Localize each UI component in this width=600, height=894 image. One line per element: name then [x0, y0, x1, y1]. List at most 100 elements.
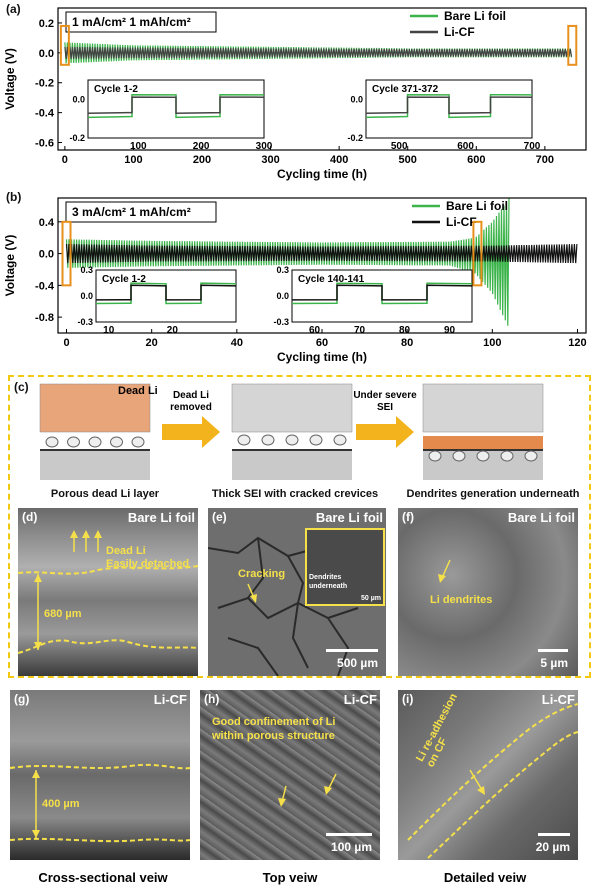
sem-image-i: (i) Li-CF Li re-adhesion on CF 20 µm [398, 690, 578, 860]
x-tick-label: 700 [536, 154, 554, 166]
sem-e-inset-note1: Dendrites [309, 574, 342, 581]
sem-image-d: (d) Bare Li foil Dead Li Easily detached… [18, 508, 198, 676]
dendrite-blob [333, 434, 347, 446]
inset-trace [291, 284, 473, 301]
inset-x-tick: 60 [309, 325, 321, 336]
dendrite-blob [524, 450, 538, 462]
sem-e-note: Cracking [238, 568, 286, 580]
sem-image-h: (h) Li-CF Good confinement of Li within … [200, 690, 380, 860]
dendrite-blob [500, 450, 514, 462]
inset-1: Cycle 140-141 60 70 80 90 0.3 0.0 -0.3 [273, 265, 473, 336]
inset-title: Cycle 371-372 [372, 84, 439, 95]
dendrite-blob [309, 434, 323, 446]
x-tick-label: 500 [399, 154, 417, 166]
dendrite-blob [67, 436, 80, 448]
sem-image-g: (g) Li-CF 400 µm [10, 690, 190, 860]
x-tick-label: 400 [330, 154, 348, 166]
sem-h-scalebar [326, 833, 372, 836]
inset-y-tick: -0.3 [273, 317, 289, 327]
inset-x-tick: 90 [444, 325, 456, 336]
inset-y-tick: 0.0 [350, 94, 363, 104]
condition-text: 1 mA/cm² 1 mAh/cm² [72, 15, 191, 29]
sem-e-inset-scale: 50 µm [361, 595, 381, 602]
y-axis-label: Voltage (V) [3, 48, 17, 110]
sem-d-note1: Dead Li [106, 545, 146, 557]
x-tick-label: 0 [63, 337, 69, 349]
condition-text: 3 mA/cm² 1 mAh/cm² [72, 205, 191, 219]
arrow-label-line2: SEI [377, 402, 393, 413]
sem-e-inset: Dendrites underneath 50 µm [305, 528, 385, 606]
sei-layer [423, 436, 543, 450]
sem-d-note2: Easily detached [106, 558, 190, 570]
inset-x-tick: 300 [256, 141, 273, 152]
sem-i-letter: (i) [402, 692, 414, 706]
caption-thick-sei: Thick SEI with cracked crevices [211, 488, 379, 500]
voltage-chart-b: 0 20 40 60 80 100 120 0.4 0.0 -0.4 -0.8 Cycling tim… [3, 197, 587, 364]
sem-e-scalebar [326, 649, 378, 652]
dendrite-blob [285, 434, 299, 446]
arrow-label-line1: Dead Li [173, 390, 209, 401]
dead-li-layer [39, 383, 151, 433]
sem-f-note: Li dendrites [430, 594, 493, 606]
highlight-box [472, 220, 483, 287]
sem-g-thickness: 400 µm [42, 798, 80, 810]
dendrite-blob [476, 450, 490, 462]
series-line-li-cf [64, 46, 573, 59]
dendrite-blob [428, 450, 442, 462]
sem-h-scale: 100 µm [331, 840, 372, 854]
series-1-group [65, 244, 578, 264]
highlight-box [567, 24, 578, 66]
sem-d-letter: (d) [22, 510, 38, 524]
y-tick-label: -0.8 [35, 312, 54, 324]
arrow-label-line1: Under severe [353, 390, 417, 401]
inset-0: Cycle 1-2 100 200 300 0.0 -0.2 [69, 79, 273, 152]
sem-f-scale: 5 µm [540, 656, 568, 670]
y-tick-label: -0.6 [35, 138, 54, 150]
dendrite-blob [452, 450, 466, 462]
caption-porous-dead-li: Porous dead Li layer [50, 488, 160, 500]
x-tick-label: 120 [568, 337, 586, 349]
x-tick-label: 200 [193, 154, 211, 166]
x-tick-label: 20 [146, 337, 158, 349]
panel-a-letter: (a) [6, 2, 21, 16]
inset-trace [87, 96, 265, 115]
dendrite-blob [261, 434, 275, 446]
x-tick-label: 0 [62, 154, 68, 166]
inset-y-tick: 0.0 [80, 291, 93, 301]
x-tick-label: 80 [401, 337, 413, 349]
y-tick-label: 0.0 [39, 249, 54, 261]
arrow-shape [162, 416, 220, 448]
series-line-li-cf [65, 244, 578, 264]
inset-y-tick: 0.0 [72, 94, 85, 104]
arrow-shape [356, 416, 414, 448]
sem-d-thickness: 680 µm [44, 608, 82, 620]
x-tick-label: 60 [316, 337, 328, 349]
dead-li-label: Dead Li [118, 385, 158, 397]
inset-x-tick: 10 [103, 325, 115, 336]
caption-detailed-view: Detailed veiw [443, 870, 527, 885]
legend-label: Bare Li foil [444, 9, 506, 23]
sem-f-scalebar [538, 649, 568, 652]
x-tick-label: 40 [231, 337, 243, 349]
sem-e-tag: Bare Li foil [315, 510, 383, 525]
sem-e-letter: (e) [212, 510, 227, 524]
inset-x-tick: 700 [524, 141, 541, 152]
sem-d-tag: Bare Li foil [127, 510, 195, 525]
inset-trace [95, 284, 237, 301]
sem-g-letter: (g) [14, 692, 30, 706]
stack-dendrites [422, 383, 544, 480]
legend-label: Li-CF [446, 215, 477, 229]
x-tick-label: 600 [467, 154, 485, 166]
dendrite-blob [237, 434, 251, 446]
series-1-group [64, 46, 573, 59]
caption-dendrites-generation: Dendrites generation underneath [406, 488, 580, 500]
sem-h-note2: within porous structure [212, 730, 335, 742]
inset-x-tick: 600 [457, 141, 474, 152]
inset-1: Cycle 371-372 500 600 700 0.0 -0.2 [347, 79, 541, 152]
caption-cross-sectional: Cross-sectional veiw [38, 870, 168, 885]
sem-g-tag: Li-CF [153, 692, 187, 707]
sem-f-letter: (f) [402, 510, 414, 524]
